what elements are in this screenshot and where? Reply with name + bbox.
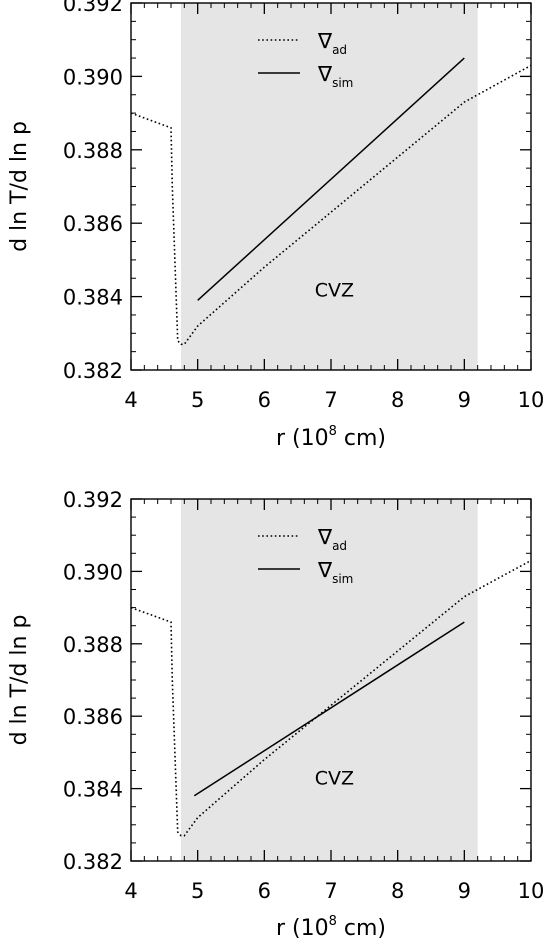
x-tick-label: 9 [458, 879, 471, 903]
x-tick-label: 6 [258, 388, 271, 412]
x-tick-label: 8 [391, 388, 404, 412]
x-tick-label: 10 [518, 388, 545, 412]
legend-sim-label: ∇sim [317, 62, 353, 90]
legend-sim-label: ∇sim [317, 558, 353, 586]
y-tick-label: 0.392 [63, 488, 123, 512]
series-solid-line [197, 57, 465, 301]
y-tick-label: 0.388 [63, 139, 123, 163]
y-tick-label: 0.392 [63, 0, 123, 16]
x-tick-label: 4 [124, 879, 137, 903]
y-tick-label: 0.384 [63, 286, 123, 310]
cvz-label: CVZ [315, 279, 354, 301]
y-tick-label: 0.386 [63, 212, 123, 236]
y-tick-label: 0.382 [63, 850, 123, 874]
legend-ad-label: ∇ad [317, 525, 347, 553]
x-tick-label: 7 [324, 388, 337, 412]
x-tick-label: 4 [124, 388, 137, 412]
x-tick-label: 9 [458, 388, 471, 412]
x-tick-label: 7 [324, 879, 337, 903]
y-tick-label: 0.382 [63, 359, 123, 383]
x-tick-label: 8 [391, 879, 404, 903]
y-tick-label: 0.390 [63, 560, 123, 584]
y-axis-label: d ln T/d ln p [7, 615, 32, 746]
cvz-label: CVZ [315, 768, 354, 790]
y-tick-label: 0.390 [63, 65, 123, 89]
x-tick-label: 5 [191, 388, 204, 412]
x-tick-label: 6 [258, 879, 271, 903]
series-solid-line [193, 621, 465, 797]
x-tick-label: 5 [191, 879, 204, 903]
legend-ad-label: ∇ad [317, 29, 347, 57]
x-axis-label: r (108 cm) [276, 424, 386, 451]
cvz-region [181, 3, 478, 370]
x-axis-label: r (108 cm) [276, 914, 386, 941]
x-tick-label: 10 [518, 879, 545, 903]
y-tick-label: 0.384 [63, 778, 123, 802]
chart-panel-1: 4 5 6 7 8 9 10 0.382 0.384 0.386 0.388 0.390 0.392 r … [7, 0, 544, 451]
cvz-region [181, 499, 478, 861]
chart-panel-2: 4 5 6 7 8 9 10 0.382 0.384 0.386 0.388 0.390 0.392 r … [7, 488, 544, 941]
y-tick-label: 0.386 [63, 705, 123, 729]
y-axis-label: d ln T/d ln p [7, 121, 32, 252]
y-tick-label: 0.388 [63, 633, 123, 657]
